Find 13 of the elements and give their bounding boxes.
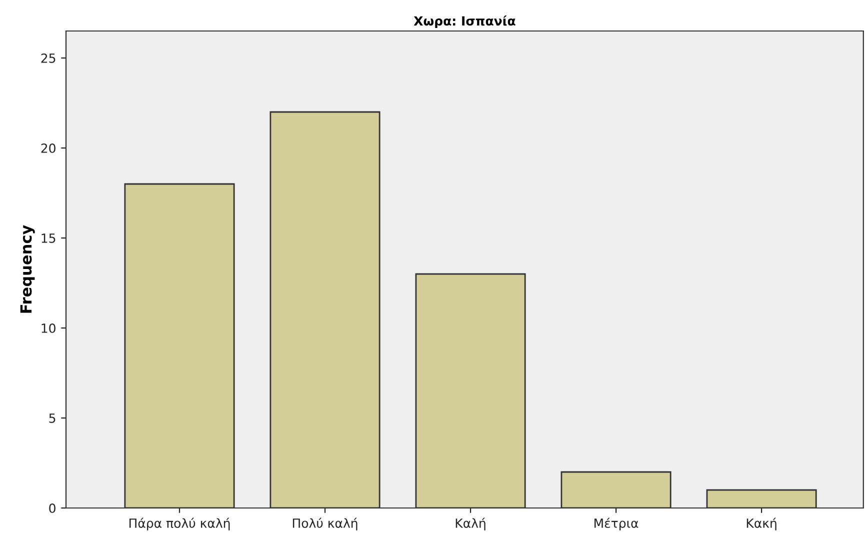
x-tick-label: Πολύ καλή (292, 518, 358, 530)
y-tick-label: 5 (49, 414, 56, 423)
y-tick-label: 0 (49, 503, 56, 513)
y-tick-label: 15 (42, 234, 56, 243)
y-axis-title: Frequency (20, 225, 35, 313)
y-tick-label: 25 (41, 53, 56, 63)
x-tick-label: Μέτρια (594, 518, 638, 530)
y-tick-label: 20 (41, 143, 56, 153)
y-tick-label: 10 (42, 323, 56, 333)
x-tick-label: Καλή (456, 518, 486, 530)
chart-title: Χωρα: Ισπανία (414, 15, 516, 28)
x-tick-label: Πάρα πολύ καλή (129, 518, 230, 530)
x-tick-label: Κακή (746, 518, 776, 530)
